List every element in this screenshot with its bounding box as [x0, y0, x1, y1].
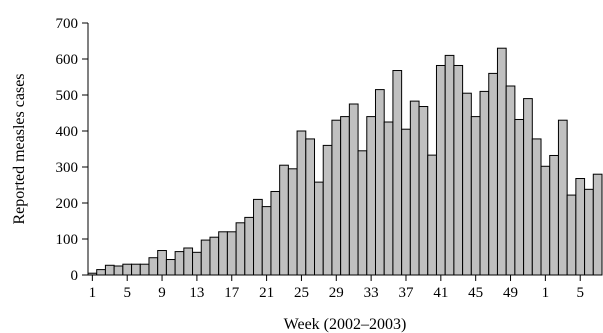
- bar: [444, 54, 455, 276]
- bar: [314, 181, 324, 276]
- bar: [192, 251, 202, 276]
- bar: [392, 70, 403, 276]
- bar: [244, 216, 255, 276]
- bar: [235, 222, 246, 276]
- y-tick-label: 500: [56, 88, 79, 104]
- y-tick-label: 100: [56, 232, 79, 248]
- bar: [183, 247, 194, 276]
- bar: [401, 128, 411, 276]
- bar: [209, 236, 220, 276]
- x-tick-label: 9: [158, 285, 166, 301]
- bar: [218, 231, 228, 276]
- y-tick-label: 300: [56, 160, 79, 176]
- x-tick-label: 5: [576, 285, 584, 301]
- y-tick-label: 400: [56, 124, 79, 140]
- x-tick-label: 21: [259, 285, 274, 301]
- bar: [374, 89, 385, 276]
- x-tick-label: 37: [398, 285, 414, 301]
- bar: [514, 118, 525, 276]
- x-tick-label: 5: [123, 285, 131, 301]
- x-ticks-group: 1 5 9 13 17 21 25 29 33 37 41 45 49 1 5: [89, 275, 584, 301]
- x-axis-title: Week (2002–2003): [284, 316, 407, 333]
- bar: [383, 121, 394, 276]
- y-ticks-group: 0 100 200 300 400 500 600 700: [56, 16, 88, 284]
- bar: [435, 64, 446, 276]
- bar: [531, 138, 542, 276]
- y-tick-label: 0: [71, 268, 79, 284]
- bar: [226, 231, 237, 276]
- bar: [366, 116, 376, 276]
- y-tick-label: 200: [56, 196, 79, 212]
- x-tick-label: 45: [468, 285, 483, 301]
- bar: [549, 154, 559, 276]
- bar: [305, 138, 316, 276]
- bar: [113, 265, 124, 276]
- y-tick-label: 600: [56, 52, 79, 68]
- x-tick-label: 1: [89, 285, 97, 301]
- bar: [505, 85, 516, 276]
- bar: [496, 47, 507, 276]
- bar: [409, 100, 420, 276]
- x-tick-label: 29: [329, 285, 344, 301]
- bar: [296, 130, 307, 276]
- bar: [479, 90, 490, 276]
- bar: [104, 264, 115, 276]
- bar: [174, 251, 185, 276]
- bar: [139, 263, 150, 276]
- bar: [557, 119, 568, 276]
- bar: [540, 165, 551, 276]
- bar: [453, 64, 464, 276]
- bars-group: [87, 47, 603, 276]
- bar: [488, 72, 498, 276]
- bar: [131, 263, 141, 276]
- bar: [157, 250, 167, 276]
- y-tick-label: 700: [56, 16, 79, 32]
- bar: [523, 98, 533, 276]
- x-tick-label: 41: [433, 285, 448, 301]
- x-tick-label: 25: [294, 285, 309, 301]
- bar: [96, 269, 106, 276]
- bar: [592, 173, 603, 276]
- x-tick-label: 1: [542, 285, 550, 301]
- x-tick-label: 33: [364, 285, 379, 301]
- x-tick-label: 17: [224, 285, 240, 301]
- bar: [270, 190, 281, 276]
- x-tick-label: 49: [503, 285, 518, 301]
- bar: [253, 198, 263, 276]
- bar: [566, 194, 577, 276]
- y-axis-title: Reported measles cases: [11, 73, 28, 224]
- bar: [575, 178, 586, 276]
- bar: [148, 257, 159, 276]
- bar: [165, 259, 176, 276]
- bar: [122, 263, 133, 276]
- bar: [462, 92, 472, 276]
- x-tick-label: 13: [189, 285, 204, 301]
- bar: [331, 119, 342, 276]
- bar: [584, 188, 594, 276]
- bar: [279, 164, 289, 276]
- bar: [287, 168, 298, 276]
- bar: [357, 150, 368, 276]
- bar: [470, 116, 481, 276]
- bar: [427, 154, 437, 276]
- bar: [322, 144, 333, 276]
- bar: [200, 239, 211, 276]
- bar: [261, 206, 272, 276]
- bar: [348, 103, 359, 276]
- bar: [340, 116, 350, 276]
- bar: [418, 106, 429, 276]
